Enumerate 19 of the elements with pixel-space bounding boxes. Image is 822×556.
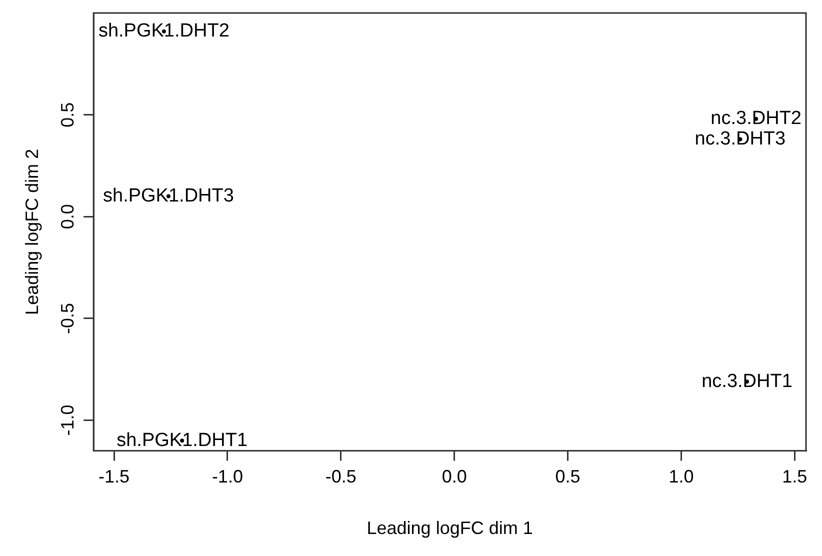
y-tick-label: -1.0 <box>58 404 78 436</box>
data-label: sh.PGK1.DHT1 <box>116 430 248 451</box>
data-label: nc.3.DHT2 <box>710 108 802 130</box>
data-label: sh.PGK1.DHT3 <box>103 186 234 206</box>
y-tick-label: 0.0 <box>58 204 78 230</box>
x-tick-label: 0.0 <box>442 466 467 487</box>
x-axis-title: Leading logFC dim 1 <box>366 518 533 538</box>
y-axis-title: Leading logFC dim 2 <box>22 148 42 315</box>
data-label: nc.3.DHT1 <box>702 370 792 392</box>
y-tick-label: -0.5 <box>58 302 78 334</box>
x-tick-label: 1.0 <box>668 466 694 487</box>
x-tick-label: 0.5 <box>555 466 580 487</box>
x-tick-label: -0.5 <box>325 466 356 487</box>
data-label: sh.PGK1.DHT2 <box>98 20 230 42</box>
data-label: nc.3.DHT3 <box>694 128 786 150</box>
x-tick-label: 1.5 <box>782 466 808 487</box>
x-tick-label: -1.5 <box>98 466 130 487</box>
x-tick-label: -1.0 <box>212 466 243 487</box>
y-tick-label: 0.5 <box>58 102 78 128</box>
